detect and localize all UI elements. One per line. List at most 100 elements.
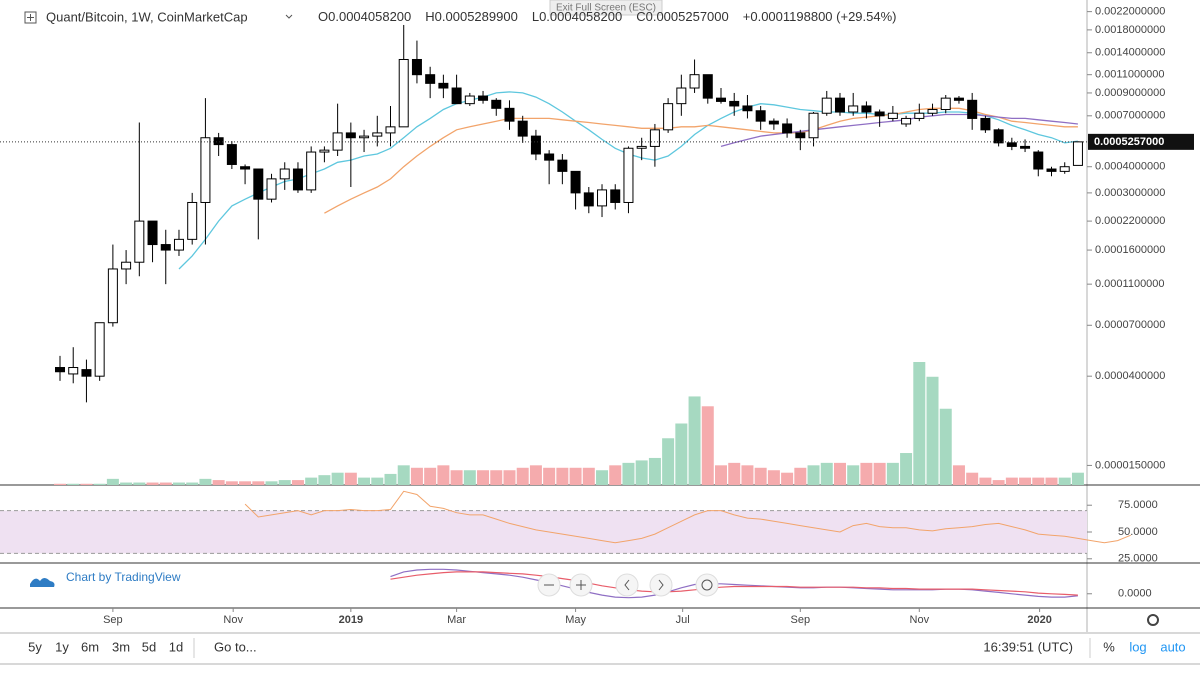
range-button[interactable]: 3m [112,639,130,654]
bottom-toolbar: 16:39:51 (UTC) % log auto Go to... 5y 1y 6… [28,638,1186,658]
volume-bar [410,467,423,485]
candle-body [187,201,198,240]
candle-body [81,369,92,377]
moving-average [720,113,1078,148]
volume-bar [569,467,582,485]
volume-bar [186,482,199,485]
candle-body [861,105,872,113]
candle-body [504,107,515,122]
goto-button[interactable]: Go to... [214,639,257,654]
candle-body [385,126,396,134]
volume-bar [477,470,490,485]
range-button[interactable]: 5y [28,639,42,654]
candle-body [768,120,779,125]
range-button[interactable]: 6m [81,639,99,654]
candle-body [821,97,832,114]
candle-body [134,220,145,263]
volume-bar [979,477,992,485]
volume-bar [424,467,437,485]
x-tick-label: Nov [910,614,930,626]
candle-body [451,87,462,105]
plot-layer: 0.0022000000 0.0018000000 0.0014000000 0.00… [0,6,1194,626]
scroll-right-button[interactable] [649,573,673,597]
range-button[interactable]: 1d [169,639,183,654]
rsi-tick-label: 50.0000 [1118,526,1158,538]
y-tick-label: 0.0000400000 [1095,370,1165,382]
candle-body [544,153,555,161]
log-toggle[interactable]: log [1129,639,1146,654]
y-tick-label: 0.0000700000 [1095,319,1165,331]
volume-bar [543,467,556,485]
clock: 16:39:51 (UTC) [983,639,1073,654]
symbol-title[interactable]: Quant/Bitcoin, 1W, CoinMarketCap [46,9,248,24]
candle-body [927,109,938,114]
candle-body [874,111,885,117]
volume-bar [54,483,66,485]
candle-body [213,137,224,146]
macd-tick-label: 0.0000 [1118,588,1152,600]
exit-fullscreen-box[interactable] [549,0,663,16]
scroll-right-icon [658,579,664,591]
volume-bar [1058,477,1071,485]
candle-body [491,99,502,109]
ohlc-label: H [425,9,434,24]
candle-body [1020,145,1031,149]
ohlc-label: O [318,9,328,24]
candle-body [1072,141,1083,166]
volume-bar [1032,477,1045,485]
reset-button[interactable] [695,573,719,597]
candle-body [438,82,449,89]
candle-body [967,99,978,119]
volume-bar [450,470,463,485]
volume-bar [146,482,159,485]
candle-body [782,123,793,134]
candle-body [94,322,105,377]
candle-body [160,244,171,251]
range-button[interactable]: 5d [142,639,156,654]
add-icon[interactable] [24,11,37,24]
auto-toggle[interactable]: auto [1160,639,1185,654]
y-tick-label: 0.0014000000 [1095,47,1165,59]
volume-bar [556,467,569,485]
candle-body [266,178,277,200]
volume-bar [622,462,635,485]
watermark-text[interactable]: Chart by TradingView [66,570,181,584]
percent-toggle[interactable]: % [1103,639,1115,654]
volume-bar [939,408,952,485]
volume-bar [1005,477,1018,485]
volume-bar [952,465,965,485]
macd-line [390,571,1078,596]
candle-body [240,166,251,170]
exit-fullscreen[interactable]: Exit Full Screen (ESC) [556,3,656,14]
candle-body [359,135,370,139]
y-tick-label: 0.0002200000 [1095,215,1165,227]
volume-bar [318,475,331,485]
volume-bar [860,462,873,485]
candle-body [623,147,634,203]
volume-bar [913,362,926,485]
range-button[interactable]: 1y [55,639,69,654]
rsi-line [244,490,1131,544]
candle-body [147,220,158,246]
candle-body [253,168,264,200]
volume-bar [767,470,780,485]
volume-bar [516,467,529,485]
volume-bar [715,465,727,485]
volume-bar [807,465,820,485]
volume-bar [133,482,146,485]
scroll-left-button[interactable] [615,573,639,597]
y-tick-label: 0.0018000000 [1095,24,1165,36]
candle-body [848,105,859,113]
chevron[interactable] [285,14,293,19]
candle-body [795,132,806,139]
candle-body [1033,151,1044,170]
volume-bar [331,472,344,485]
volume-bar [358,477,371,485]
settings-gear[interactable] [1147,614,1159,626]
x-tick-label: Mar [447,614,466,626]
header: Quant/Bitcoin, 1W, CoinMarketCap O0.0004… [24,9,897,24]
volume-bar [503,470,516,485]
volume-bar [344,472,357,485]
ohlc-value: 0.0005257000 [646,9,729,24]
y-tick-label: 0.0011000000 [1095,69,1165,81]
